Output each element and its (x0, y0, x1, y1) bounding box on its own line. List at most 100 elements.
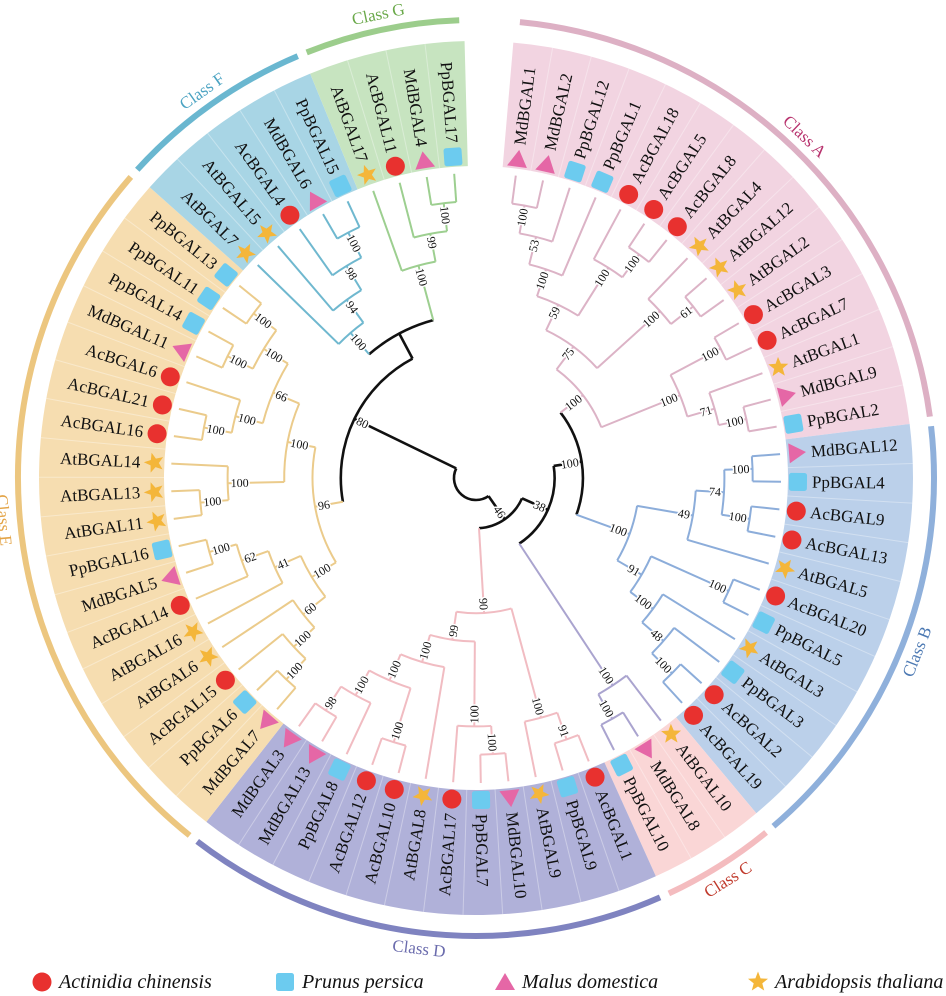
branch-line (417, 265, 435, 321)
bootstrap-value: 99 (446, 624, 462, 638)
leaf-separator (653, 734, 726, 838)
leaf-separator (207, 132, 285, 233)
circle-icon (667, 217, 687, 237)
star-icon (236, 243, 256, 264)
leaf-separator (83, 285, 197, 342)
branch-line (287, 440, 316, 449)
leaf-separator (696, 697, 786, 787)
square-icon (151, 539, 173, 561)
circle-icon (170, 595, 190, 615)
branch-arc (457, 724, 492, 728)
triangle-icon (788, 443, 806, 464)
branch-line (600, 394, 681, 429)
branch-line (200, 499, 229, 504)
branch-arc (478, 497, 524, 530)
branch-arc (456, 607, 512, 615)
branch-arc (545, 329, 598, 369)
bootstrap-value: 100 (621, 253, 643, 276)
branch-arc (686, 490, 697, 541)
branch-line (518, 205, 526, 234)
leaf-separator (423, 787, 440, 912)
branch-arc (368, 318, 434, 356)
class-arc (15, 174, 192, 838)
bootstrap-value: 100 (658, 390, 680, 410)
bootstrap-value: 74 (709, 484, 722, 499)
circle-icon (32, 972, 52, 992)
branch-line (353, 417, 457, 470)
branch-line (314, 500, 344, 508)
branch-line (285, 658, 307, 681)
bootstrap-value: 100 (343, 232, 364, 254)
square-icon (752, 611, 775, 634)
square-icon (610, 753, 633, 777)
branch-line (324, 686, 342, 711)
square-icon (182, 312, 205, 335)
leaf-separator (780, 384, 904, 413)
branch-line (592, 208, 622, 260)
legend-label: Prunus persica (301, 971, 424, 993)
branch-line (597, 693, 614, 720)
species-legend: Actinidia chinensis Prunus persica Malus d… (32, 971, 943, 993)
branch-arc (226, 466, 230, 501)
leaf-separator (383, 782, 412, 906)
leaf-separator (424, 43, 441, 169)
branch-arc (555, 368, 603, 428)
leaf-separator (701, 176, 794, 264)
circle-icon (385, 156, 405, 176)
star-icon (748, 971, 768, 991)
leaf-separator (308, 766, 358, 882)
branch-line (397, 745, 407, 774)
branch-line (398, 333, 414, 360)
square-icon (788, 472, 808, 492)
star-icon (529, 784, 550, 805)
leaf-separator (557, 56, 592, 178)
branch-line (487, 495, 506, 521)
triangle-icon (415, 151, 436, 170)
bootstrap-value: 100 (467, 705, 481, 723)
leaf-label: AtBGAL13 (60, 483, 141, 505)
leaf-separator (763, 308, 880, 359)
branch-line (687, 407, 715, 418)
star-icon (738, 638, 759, 659)
branch-line (747, 530, 776, 538)
branch-line (616, 559, 643, 576)
circle-icon (782, 530, 802, 550)
branch-line (421, 634, 432, 663)
branch-arc (518, 465, 556, 545)
branch-line (453, 173, 458, 203)
bootstrap-value: 100 (237, 410, 258, 428)
branch-line (298, 228, 334, 276)
branch-line (345, 265, 363, 291)
branch-line (673, 627, 720, 663)
branch-line (349, 332, 370, 355)
branch-arc (339, 357, 414, 503)
branch-line (173, 435, 203, 441)
circle-icon (619, 184, 639, 204)
branch-arc (261, 363, 289, 424)
branch-line (195, 575, 249, 600)
branch-line (636, 504, 694, 517)
branch-line (227, 355, 254, 370)
triangle-icon (507, 149, 527, 168)
star-icon (726, 280, 747, 301)
class-arc (195, 838, 662, 939)
leaf-separator (787, 495, 913, 504)
branch-line (555, 346, 575, 371)
branch-arc (283, 403, 301, 483)
branch-line (725, 346, 753, 361)
branch-line (238, 633, 284, 671)
branch-line (641, 621, 665, 642)
branch-line (203, 426, 232, 434)
leaf-separator (635, 102, 701, 211)
branch-line (473, 641, 476, 727)
branch-line (577, 734, 590, 762)
bootstrap-value: 100 (724, 413, 745, 431)
branch-line (621, 253, 640, 278)
branch-line (442, 203, 449, 232)
branch-line (625, 674, 662, 722)
branch-line (510, 608, 543, 718)
legend-item: Malus domestica (495, 971, 658, 993)
circle-icon (356, 771, 376, 791)
